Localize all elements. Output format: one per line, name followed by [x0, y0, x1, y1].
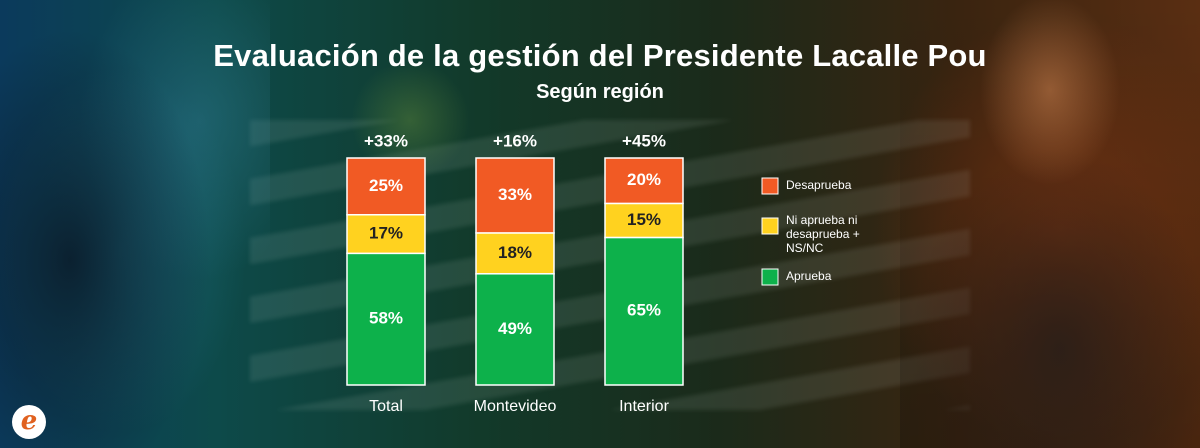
data-label-interior-1: 15% [627, 210, 661, 229]
left-silhouette-background [0, 0, 270, 448]
legend-label-2: Aprueba [786, 269, 832, 283]
legend-label-1: Ni aprueba ni desaprueba + NS/NC [786, 213, 860, 255]
category-label-interior: Interior [619, 398, 669, 415]
legend-label-1-line-2: NS/NC [786, 241, 824, 255]
brand-logo-icon: e [12, 405, 46, 439]
category-label-total: Total [369, 398, 403, 415]
right-person-background [900, 0, 1200, 448]
bar-segment-total-0 [346, 252, 426, 386]
bar-segment-montevideo-2 [475, 157, 555, 234]
bar-segment-interior-2 [604, 157, 684, 205]
bar-segment-interior-1 [604, 202, 684, 239]
data-label-montevideo-2: 33% [498, 185, 532, 204]
bar-segment-total-2 [346, 157, 426, 216]
legend-label-1-line-0: Ni aprueba ni [786, 213, 857, 227]
category-label-montevideo: Montevideo [474, 398, 557, 415]
legend-label-1-line-1: desaprueba + [786, 227, 860, 241]
data-label-total-1: 17% [369, 224, 403, 243]
legend-swatch-0 [761, 177, 779, 195]
data-label-montevideo-1: 18% [498, 243, 532, 262]
data-label-interior-2: 20% [627, 170, 661, 189]
legend-label-0: Desaprueba [786, 178, 852, 192]
data-label-total-0: 58% [369, 309, 403, 328]
legend-swatch-2 [761, 268, 779, 286]
data-label-interior-0: 65% [627, 301, 661, 320]
net-label-interior: +45% [622, 131, 666, 150]
legend-swatch-1 [761, 217, 779, 235]
net-label-montevideo: +16% [493, 131, 537, 150]
data-label-montevideo-0: 49% [498, 319, 532, 338]
data-label-total-2: 25% [369, 176, 403, 195]
chart-subtitle: Según región [536, 81, 664, 103]
bar-segment-interior-0 [604, 236, 684, 386]
net-label-total: +33% [364, 131, 408, 150]
chart-title: Evaluación de la gestión del Presidente … [213, 38, 987, 73]
